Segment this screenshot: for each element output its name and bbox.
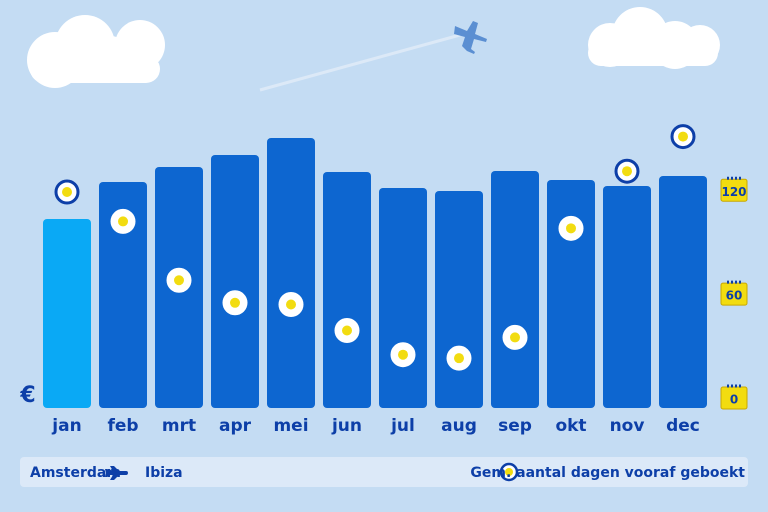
dot [566,223,576,234]
bar [99,182,147,408]
x-tick-label: apr [219,416,252,436]
dot [678,131,688,142]
y2-tick-icon [720,386,748,410]
bar [43,219,91,408]
dot [510,332,520,343]
x-tick-label: mrt [162,416,196,436]
y2-tick-label: 120 [721,185,746,199]
bar [379,188,427,408]
bar [659,176,707,408]
y2-tick-icon [720,178,748,202]
bar [547,180,595,408]
y2-tick-label: 0 [730,393,738,407]
currency-label: € [19,383,35,408]
x-tick-label: okt [555,416,586,436]
legend-marker-center [505,468,513,476]
bar [323,172,371,408]
bar [211,155,259,408]
x-tick-label: jun [331,416,362,436]
bar [267,138,315,408]
cloud [588,7,720,69]
route-from: Amsterdam [30,465,121,481]
x-tick-label: aug [441,416,477,436]
footer [20,457,748,487]
dot [62,186,72,197]
bar [491,171,539,408]
route-plane [105,466,128,480]
dot [398,349,408,360]
x-tick-label: feb [107,416,138,436]
x-tick-label: jul [390,416,415,436]
dot [118,216,128,227]
dot [286,299,296,310]
route-to: Ibiza [145,465,183,481]
dot [454,353,464,364]
y2-tick-icon [720,282,748,306]
bar [435,191,483,408]
x-tick-label: mei [273,416,308,436]
dot [230,297,240,308]
y2-tick-label: 60 [726,289,743,303]
x-tick-label: nov [610,416,645,436]
x-tick-label: jan [51,416,81,436]
x-tick-label: sep [498,416,532,436]
dot [622,166,632,177]
bar [603,186,651,408]
dot [342,325,352,336]
contrail [259,33,461,92]
legend-label: Gem. aantal dagen vooraf geboekt [470,465,745,481]
x-tick-label: dec [666,416,700,436]
dot [174,275,184,286]
plane-icon [454,21,487,54]
cloud [27,15,165,88]
